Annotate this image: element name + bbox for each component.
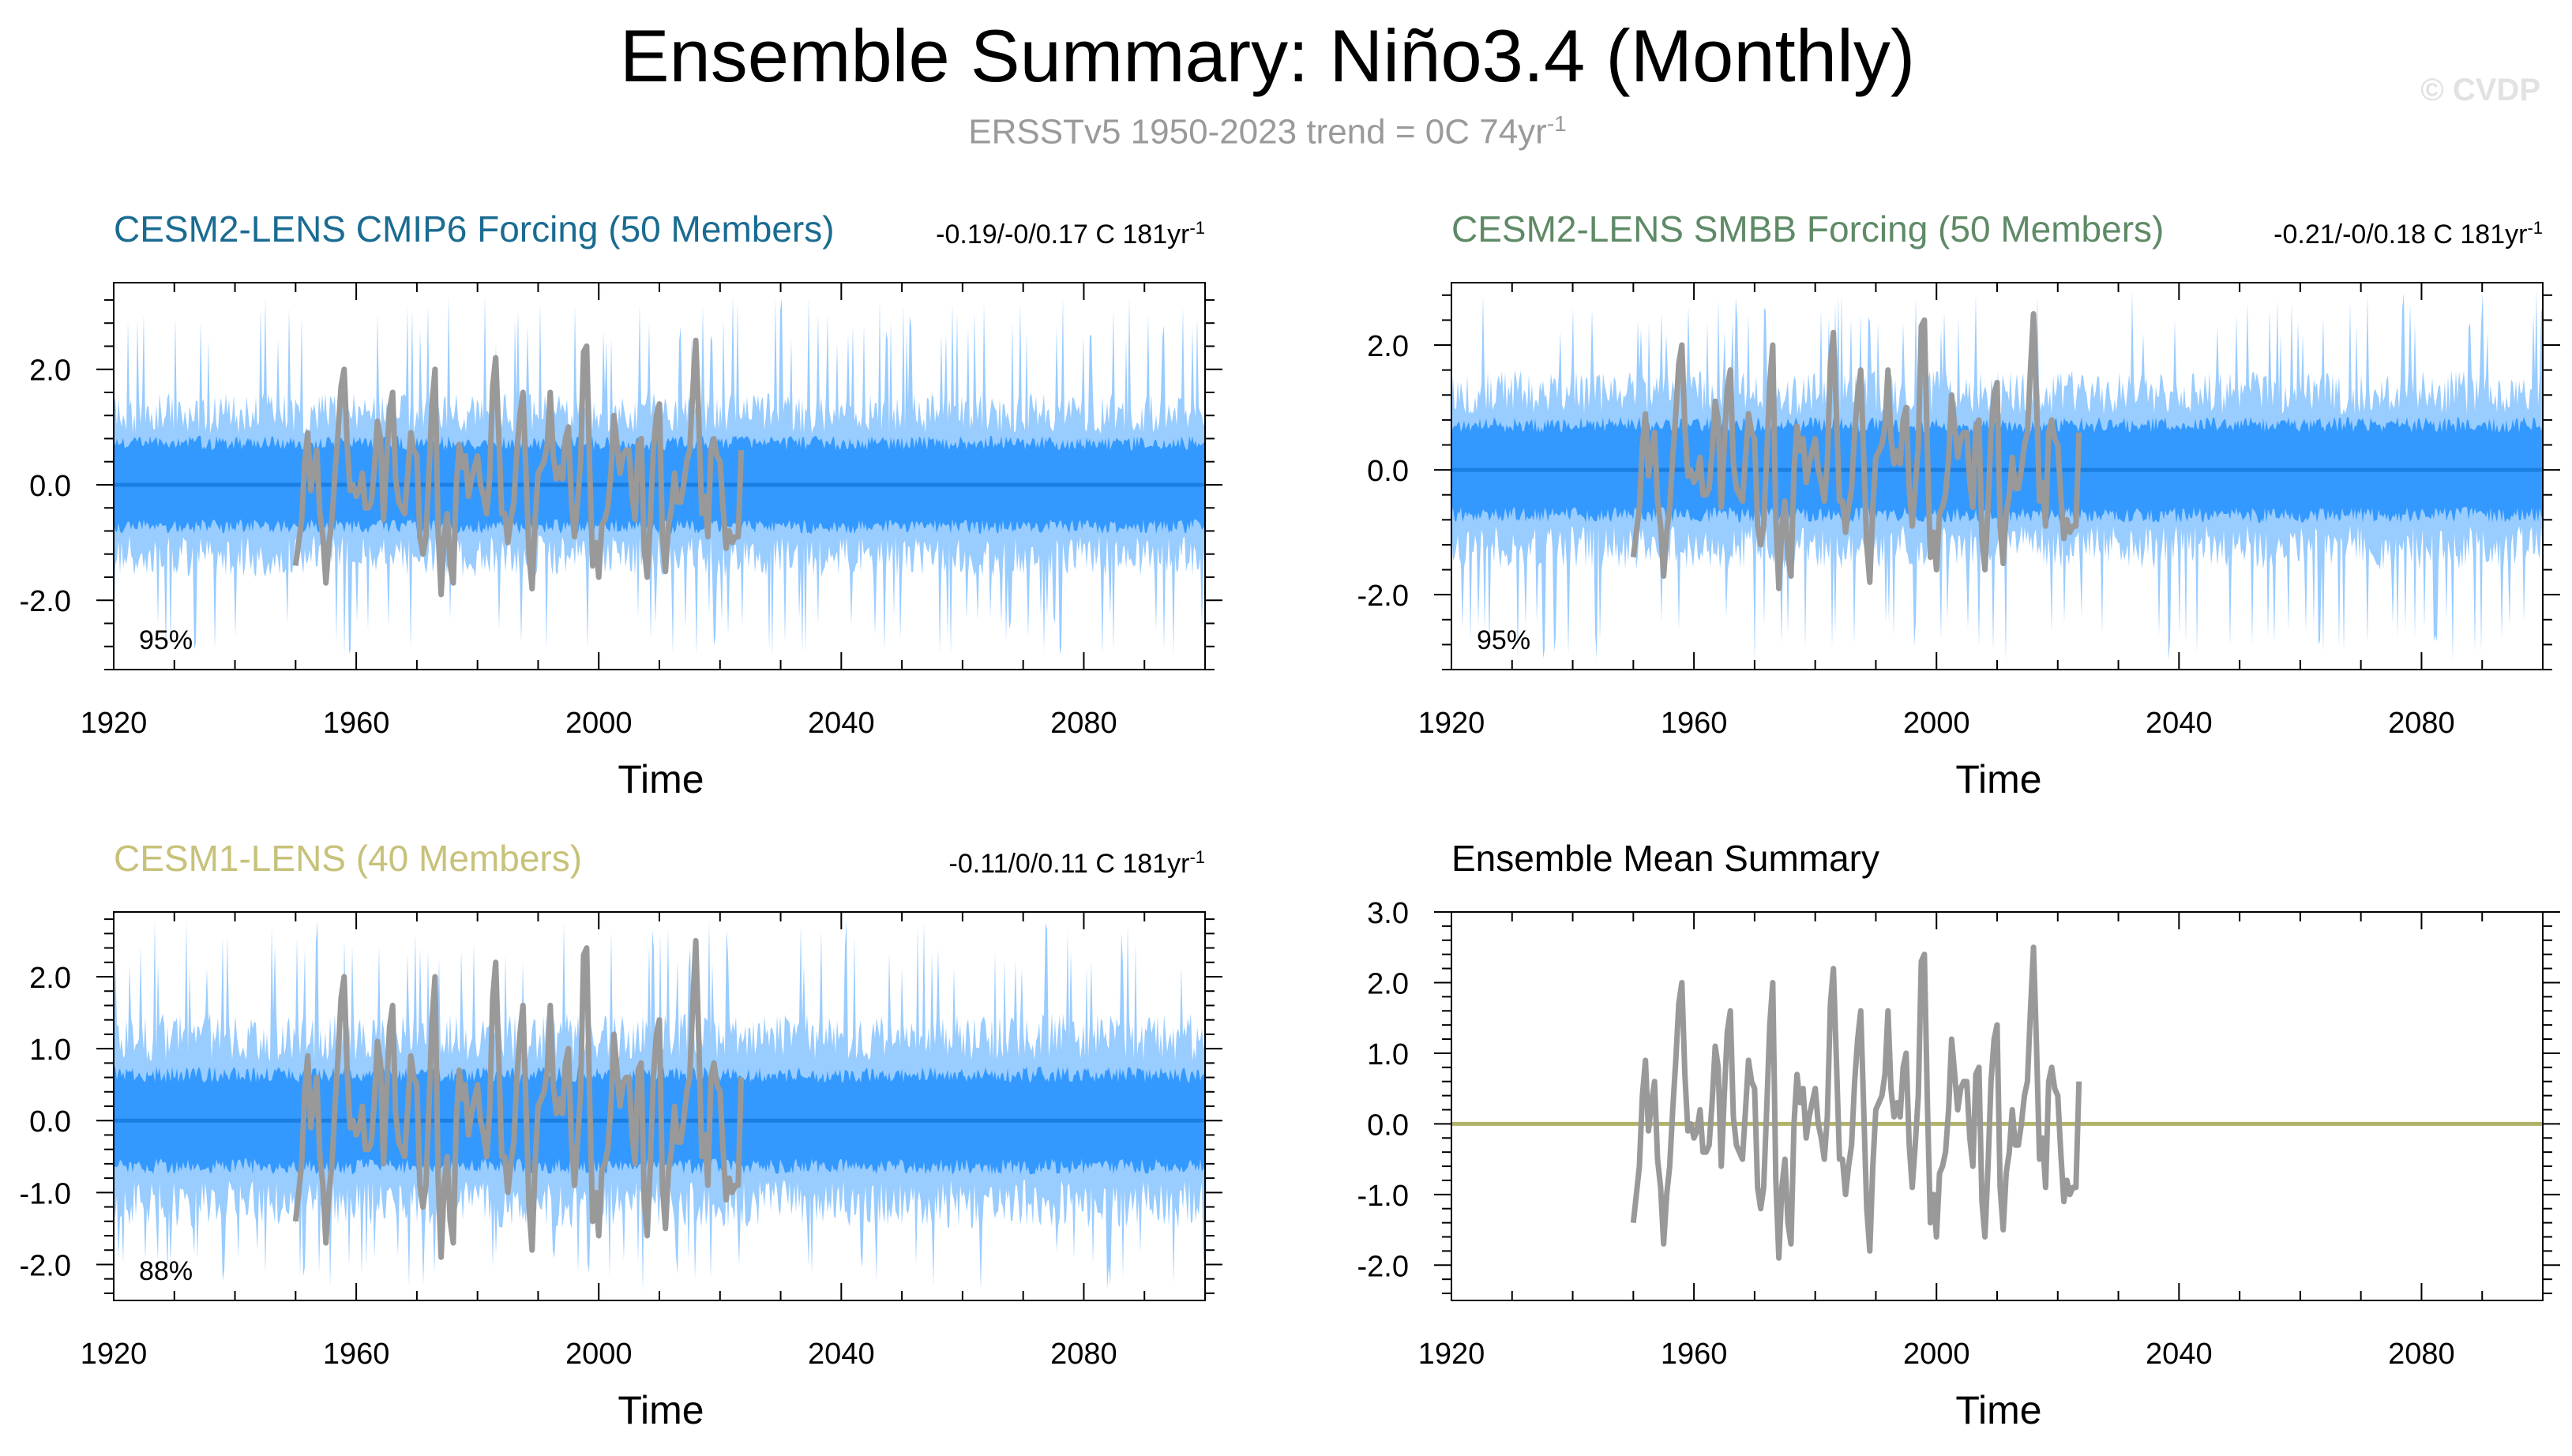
y-tick-label: 0.0 [1367,1109,1409,1142]
x-axis-label: Time [618,757,704,801]
x-axis-label: Time [1955,1388,2041,1432]
cvdp-watermark: © CVDP [2420,73,2540,107]
panel-title: Ensemble Mean Summary [1451,838,1879,879]
subtitle-exponent: -1 [1546,111,1567,136]
x-tick-label: 2000 [1903,1338,1970,1371]
y-tick-label: -2.0 [20,1249,71,1282]
plot-area [114,919,1205,1293]
percent-label: 95% [139,625,193,655]
page-title: Ensemble Summary: Niño3.4 (Monthly) [619,14,1916,97]
x-axis-label: Time [618,1388,704,1432]
y-tick-label: 2.0 [1367,330,1409,363]
x-tick-label: 1960 [1661,707,1728,740]
panel-title: CESM2-LENS CMIP6 Forcing (50 Members) [114,208,835,250]
x-tick-label: 1960 [1661,1338,1728,1371]
x-tick-label: 2080 [2388,1338,2455,1371]
chart-panel-cesm1: 1920 1960 2000 2040 2080 -2.0 -1.0 0.0 1.0 2.0 Tim… [20,838,1222,1432]
x-axis-label: Time [1955,757,2041,801]
x-tick-label: 1920 [1418,1338,1485,1371]
x-tick-label: 2000 [565,707,633,740]
y-tick-label: 1.0 [29,1034,71,1067]
x-tick-label: 1920 [81,1338,148,1371]
y-tick-label: 1.0 [1367,1038,1409,1071]
trend-exponent: -1 [1189,847,1205,867]
y-tick-label: 2.0 [29,962,71,995]
panel-title: CESM2-LENS SMBB Forcing (50 Members) [1451,208,2164,250]
y-tick-label: -1.0 [1357,1180,1409,1213]
observed-series-line [292,337,745,598]
observed-series-line [292,937,745,1260]
trend-annotation: -0.21/-0/0.18 C 181yr-1 [2273,218,2543,250]
x-tick-label: 1960 [323,1338,390,1371]
percent-label: 95% [1477,625,1530,655]
x-tick-label: 2000 [1903,707,1970,740]
y-tick-label: -2.0 [1357,580,1409,613]
y-tick-label: 2.0 [1367,967,1409,1000]
observed-series-line [1630,311,2082,591]
trend-exponent: -1 [2527,218,2543,238]
subtitle-text: ERSSTv5 1950-2023 trend = 0C 74yr [968,112,1547,152]
plot-area [1451,944,2543,1261]
y-tick-label: 2.0 [29,355,71,388]
trend-exponent: -1 [1189,218,1205,238]
trend-value: -0.21/-0/0.18 C 181yr [2273,220,2527,250]
x-tick-label: 1920 [81,707,148,740]
x-tick-label: 1920 [1418,707,1485,740]
trend-annotation: -0.19/-0/0.17 C 181yr-1 [936,218,1205,250]
trend-value: -0.11/0/0.11 C 181yr [949,849,1190,879]
x-tick-label: 2040 [2146,707,2213,740]
chart-panel-summary: 1920 1960 2000 2040 2080 -2.0 -1.0 0.0 1.0 2.0 3.0… [1357,838,2560,1432]
y-tick-label: 3.0 [1367,897,1409,930]
x-tick-label: 2040 [2146,1338,2213,1371]
plot-area [1451,290,2543,663]
x-tick-label: 2040 [808,707,875,740]
x-tick-label: 2080 [1050,1338,1117,1371]
y-tick-label: -1.0 [20,1177,71,1210]
percent-label: 88% [139,1256,193,1286]
panel-title: CESM1-LENS (40 Members) [114,838,582,879]
observed-series-line [1630,944,2082,1261]
x-tick-label: 2000 [565,1338,633,1371]
y-tick-label: -2.0 [1357,1250,1409,1283]
trend-value: -0.19/-0/0.17 C 181yr [936,220,1189,250]
x-tick-label: 2080 [1050,707,1117,740]
x-tick-label: 1960 [323,707,390,740]
x-tick-label: 2040 [808,1338,875,1371]
plot-area [114,294,1205,657]
chart-panel-cmip6: 1920 1960 2000 2040 2080 -2.0 0.0 2.0 Time CESM2-… [20,208,1222,801]
y-tick-label: 0.0 [29,1105,71,1139]
y-tick-label: -2.0 [20,585,71,618]
y-tick-label: 0.0 [1367,455,1409,488]
trend-annotation: -0.11/0/0.11 C 181yr-1 [949,847,1205,880]
chart-panel-smbb: 1920 1960 2000 2040 2080 -2.0 0.0 2.0 Time CESM2-… [1357,208,2560,801]
x-tick-label: 2080 [2388,707,2455,740]
page-subtitle: ERSSTv5 1950-2023 trend = 0C 74yr-1 [0,103,2535,154]
y-tick-label: 0.0 [29,470,71,503]
